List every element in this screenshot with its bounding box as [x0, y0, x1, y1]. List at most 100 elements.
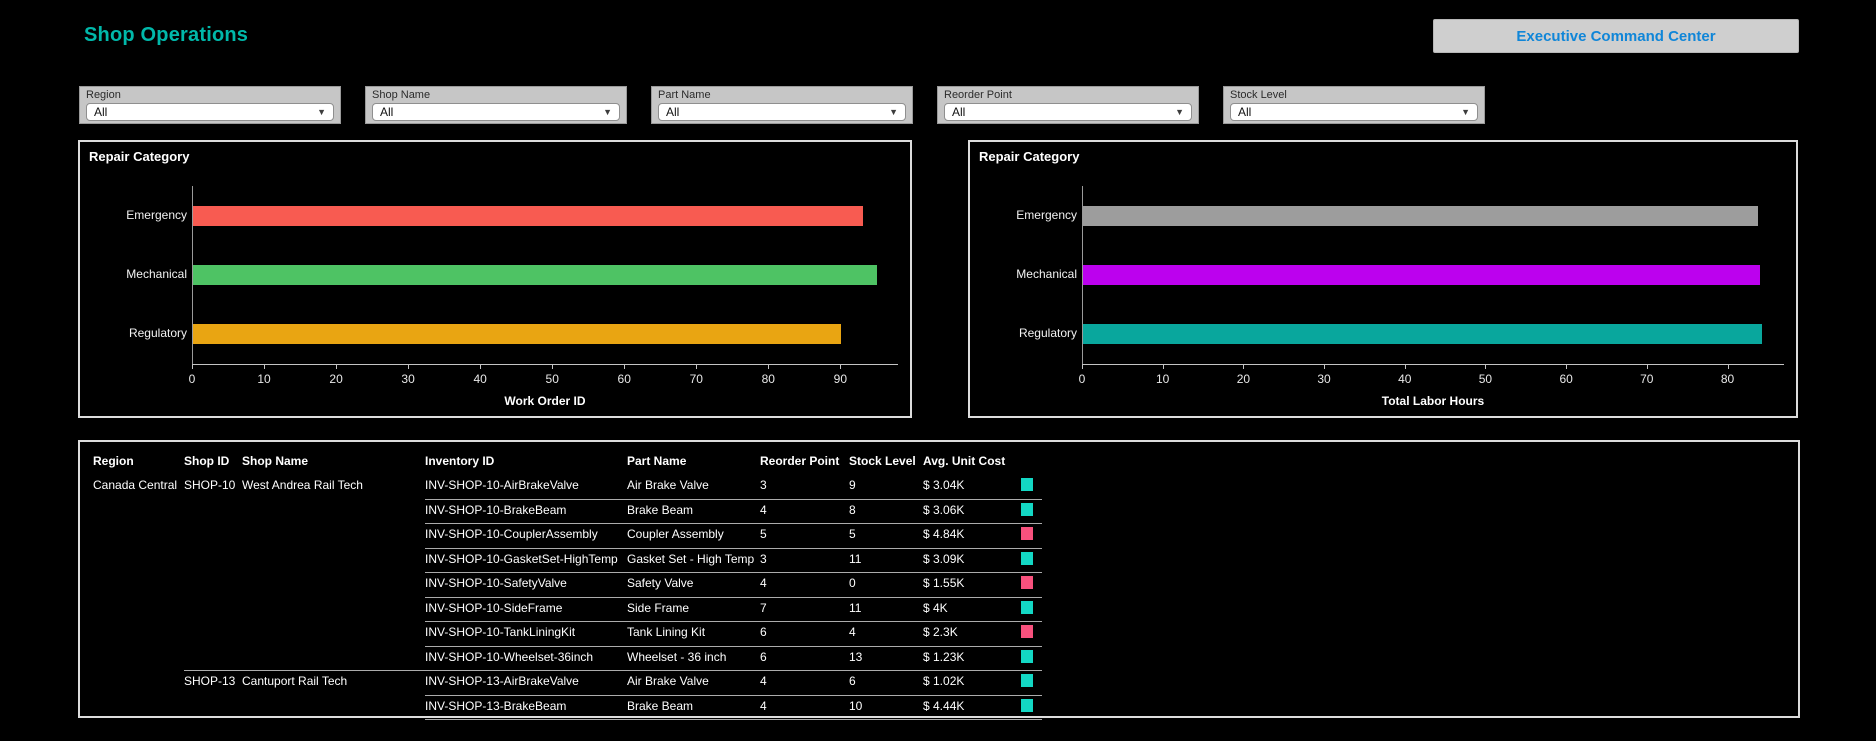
table-row[interactable]: SHOP-13 Cantuport Rail Tech INV-SHOP-13-Ai…	[80, 672, 1798, 697]
table-row[interactable]: INV-SHOP-10-Wheelset-36inch Wheelset - 36…	[80, 648, 1798, 673]
table-row[interactable]: INV-SHOP-10-TankLiningKit Tank Lining Kit…	[80, 623, 1798, 648]
stock-indicator-teal	[1021, 674, 1033, 687]
slicer-stock-level: Stock Level All ▼	[1223, 86, 1485, 124]
cell-part_name: Wheelset - 36 inch	[627, 649, 727, 664]
labor-hours-chart: Repair Category Emergency Mechanical Regula…	[968, 140, 1798, 418]
plot-area: Emergency Mechanical Regulatory 0 10 20 30 40 50…	[126, 186, 898, 408]
x-tick-label: 0	[188, 372, 196, 386]
cell-avg_unit_cost: $ 4.44K	[923, 698, 965, 713]
row-separator	[425, 621, 1042, 622]
cell-reorder_point: 3	[760, 478, 767, 492]
column-header-inventory_id: Inventory ID	[425, 454, 495, 468]
stock-indicator-pink	[1021, 625, 1033, 638]
part-name-dropdown[interactable]: All ▼	[658, 103, 906, 121]
cell-inventory_id: INV-SHOP-13-BrakeBeam	[425, 698, 567, 713]
x-tick	[1485, 364, 1487, 369]
cell-reorder_point: 7	[760, 600, 767, 615]
chevron-down-icon: ▼	[1461, 106, 1470, 117]
table-row[interactable]: INV-SHOP-10-CouplerAssembly Coupler Assem…	[80, 525, 1798, 550]
chevron-down-icon: ▼	[1175, 106, 1184, 117]
cell-avg_unit_cost: $ 2.3K	[923, 625, 958, 639]
x-tick	[1646, 364, 1648, 369]
x-tick-label: 10	[257, 372, 271, 386]
row-separator	[425, 694, 1042, 696]
x-tick	[552, 364, 554, 369]
part-name-selected-value: All	[666, 105, 680, 119]
bar-mechanical[interactable]	[1083, 265, 1760, 285]
x-tick	[408, 364, 410, 369]
x-tick	[768, 364, 770, 369]
cell-stock_level: 0	[849, 576, 856, 590]
table-row[interactable]: INV-SHOP-10-BrakeBeam Brake Beam 4 8 $ 3.06K	[80, 501, 1798, 526]
cell-inventory_id: INV-SHOP-10-CouplerAssembly	[425, 527, 598, 541]
cell-avg_unit_cost: $ 1.55K	[923, 576, 965, 590]
cell-shop_name: West Andrea Rail Tech	[242, 478, 363, 492]
cell-stock_level: 6	[849, 674, 856, 688]
executive-command-center-button[interactable]: Executive Command Center	[1433, 19, 1799, 53]
row-separator	[425, 719, 1042, 720]
bar-emergency[interactable]	[1083, 205, 1758, 226]
table-row[interactable]: INV-SHOP-10-SafetyValve Safety Valve 4 0 $ 1…	[80, 574, 1798, 599]
cell-shop_id: SHOP-10	[184, 478, 236, 492]
x-tick	[624, 364, 626, 369]
x-tick-label: 70	[1640, 372, 1654, 386]
bar-regulatory[interactable]	[193, 324, 842, 345]
table-row[interactable]: INV-SHOP-10-GasketSet-HighTemp Gasket Set…	[80, 550, 1798, 575]
stock-level-dropdown[interactable]: All ▼	[1230, 103, 1478, 121]
cell-inventory_id: INV-SHOP-10-BrakeBeam	[425, 502, 567, 517]
cell-reorder_point: 6	[760, 649, 767, 664]
slicer-shop-name: Shop Name All ▼	[365, 86, 627, 124]
cell-inventory_id: INV-SHOP-13-AirBrakeValve	[425, 674, 579, 688]
x-tick	[480, 364, 482, 369]
shop-name-selected-value: All	[380, 105, 394, 119]
cell-shop_name: Cantuport Rail Tech	[242, 674, 348, 688]
cell-inventory_id: INV-SHOP-10-AirBrakeValve	[425, 478, 579, 492]
reorder-point-dropdown[interactable]: All ▼	[944, 103, 1192, 121]
table-row[interactable]: INV-SHOP-13-BrakeBeam Brake Beam 4 10 $ 4.44…	[80, 697, 1798, 722]
chart-title: Repair Category	[979, 149, 1080, 164]
table-row[interactable]: INV-SHOP-10-SideFrame Side Frame 7 11 $ 4K	[80, 599, 1798, 624]
x-tick-label: 90	[833, 372, 848, 386]
region-dropdown[interactable]: All ▼	[86, 103, 334, 121]
x-tick-label: 60	[1559, 372, 1573, 386]
cell-reorder_point: 4	[760, 674, 767, 688]
stock-level-selected-value: All	[1238, 105, 1252, 119]
cell-part_name: Gasket Set - High Temp	[627, 551, 755, 566]
x-tick-label: 40	[473, 372, 487, 386]
x-tick	[1727, 364, 1729, 369]
x-tick	[1162, 364, 1164, 369]
slicer-label-region: Region	[86, 89, 121, 101]
cell-part_name: Air Brake Valve	[627, 674, 709, 688]
cell-reorder_point: 6	[760, 625, 767, 639]
x-axis-line	[192, 364, 898, 365]
cell-stock_level: 11	[849, 551, 862, 566]
column-header-region: Region	[93, 454, 134, 468]
table-row[interactable]: Canada Central SHOP-10 West Andrea Rail Te…	[80, 476, 1798, 501]
bar-mechanical[interactable]	[193, 265, 878, 285]
row-separator	[425, 645, 1042, 647]
cell-stock_level: 13	[849, 649, 863, 664]
page-title: Shop Operations	[84, 24, 249, 46]
cell-inventory_id: INV-SHOP-10-SideFrame	[425, 600, 563, 615]
column-header-reorder_point: Reorder Point	[760, 454, 840, 468]
x-tick-label: 70	[689, 372, 703, 386]
row-separator	[425, 572, 1042, 573]
category-label-regulatory: Regulatory	[128, 326, 187, 341]
bar-regulatory[interactable]	[1083, 324, 1763, 345]
x-tick-label: 30	[1317, 372, 1331, 386]
row-separator	[425, 498, 1042, 500]
x-tick-label: 60	[617, 372, 631, 386]
cell-shop_id: SHOP-13	[184, 674, 236, 688]
x-tick	[1404, 364, 1406, 369]
stock-indicator-teal	[1021, 698, 1033, 712]
column-header-stock_level: Stock Level	[849, 454, 916, 468]
bar-emergency[interactable]	[193, 205, 863, 226]
column-header-shop_name: Shop Name	[242, 454, 309, 468]
cell-reorder_point: 3	[760, 551, 767, 566]
cell-avg_unit_cost: $ 1.02K	[923, 674, 965, 688]
cell-avg_unit_cost: $ 4K	[923, 600, 948, 615]
x-tick	[840, 364, 842, 369]
y-axis-line	[1082, 186, 1083, 364]
shop-name-dropdown[interactable]: All ▼	[372, 103, 620, 121]
